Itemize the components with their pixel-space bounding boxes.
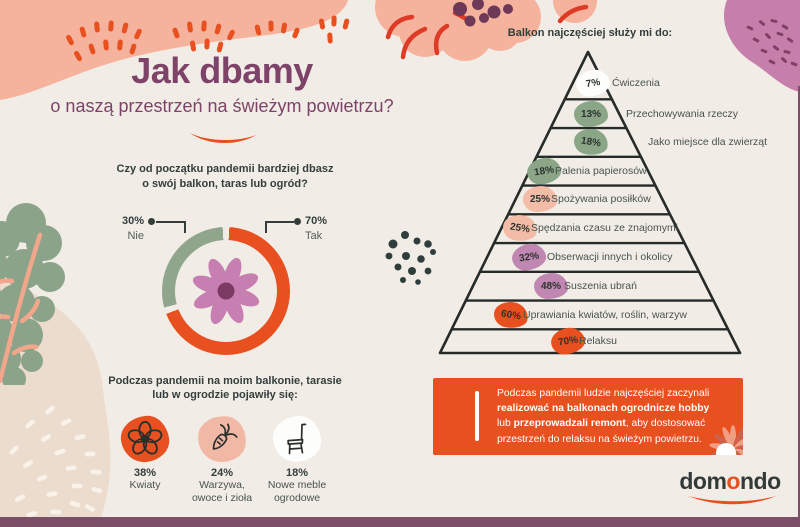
callout-box: Podczas pandemii ludzie najczęściej zacz… [433, 378, 743, 455]
pyramid-row-label: Relaksu [579, 335, 617, 347]
pyramid-row-label: Suszenia ubrań [564, 280, 637, 292]
quote-bar [475, 391, 479, 441]
left-leader-dot [148, 218, 155, 225]
item-vegetables: 24% Warzywa, owoce i zioła [174, 413, 270, 505]
pyramid-percent-blob: 48% [534, 273, 568, 299]
donut-question: Czy od początku pandemii bardziej dbasz … [75, 162, 375, 192]
leaf-decoration [0, 203, 65, 385]
pyramid-row-label: Palenia papierosów [555, 165, 647, 177]
item-blob [196, 413, 248, 465]
pyramid-row-label: Obserwacji innych i okolicy [547, 251, 673, 263]
page-title: Jak dbamy [131, 50, 313, 91]
item-value: 18% [285, 467, 309, 479]
flower-icon [192, 257, 260, 325]
item-blob [271, 414, 323, 464]
item-label: Warzywa, owoce i zioła [191, 479, 253, 504]
page-subtitle: o naszą przestrzeń na świeżym powietrzu? [50, 96, 394, 116]
right-edge-accent [798, 86, 800, 527]
domondo-logo: domondo [679, 468, 781, 494]
item-flowers: 38% Kwiaty [97, 413, 193, 492]
pyramid-row-label: Uprawiania kwiatów, roślin, warzyw [523, 309, 687, 321]
items-heading: Podczas pandemii na moim balkonie, taras… [65, 374, 385, 402]
pyramid-row-label: Jako miejsce dla zwierząt [648, 136, 768, 148]
pyramid-heading: Balkon najczęściej służy mi do: [507, 27, 673, 39]
pyramid-row-label: Ćwiczenia [612, 77, 660, 89]
plum-dashes-decoration [746, 19, 798, 67]
pyramid-percent-blob: 13% [574, 101, 608, 127]
title-swoosh-decoration [190, 133, 256, 144]
donut-question-line2: o swój balkon, taras lub ogród? [142, 178, 308, 190]
items-heading-line1: Podczas pandemii na moim balkonie, taras… [108, 375, 342, 387]
pyramid-chart [438, 50, 742, 355]
callout-text: Podczas pandemii ludzie najczęściej zacz… [497, 388, 710, 445]
left-leader-line-v [184, 221, 186, 233]
white-dashes-decoration [9, 405, 103, 518]
item-label: Nowe meble ogrodowe [267, 479, 327, 504]
left-leader-line [156, 221, 186, 223]
pyramid-row-label: Spożywania posiłków [551, 193, 651, 205]
pyramid-percent-blob: 25% [523, 186, 557, 212]
item-label: Kwiaty [129, 479, 161, 491]
donut-left-label: Nie [127, 230, 144, 242]
pyramid-row-label: Przechowywania rzeczy [626, 108, 739, 120]
donut-right-value: 70% [305, 215, 328, 227]
item-furniture: 18% Nowe meble ogrodowe [249, 414, 345, 505]
donut-question-line1: Czy od początku pandemii bardziej dbasz [116, 163, 334, 175]
logo-swoosh-decoration [688, 496, 776, 505]
donut-chart [162, 227, 290, 355]
donut-left-value: 30% [121, 215, 144, 227]
right-leader-dot [294, 218, 301, 225]
flower-icon [127, 421, 163, 455]
donut-right-label: Tak [305, 230, 323, 242]
item-blob [118, 413, 172, 465]
chair-icon [287, 423, 307, 455]
flower-icon [709, 425, 743, 455]
item-value: 24% [210, 467, 234, 479]
pyramid-row-label: Spędzania czasu ze znajomymi [531, 222, 679, 234]
right-leader-line [266, 221, 294, 223]
items-heading-line2: lub w ogrodzie pojawiły się: [152, 389, 298, 401]
right-leader-line-v [265, 221, 267, 233]
footer-bar [0, 517, 800, 527]
item-value: 38% [133, 467, 157, 479]
carrot-icon [212, 423, 238, 450]
